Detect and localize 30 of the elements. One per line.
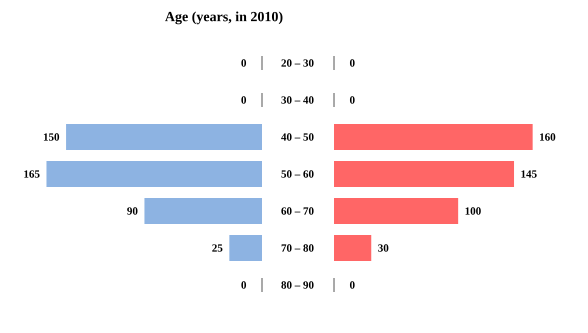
bar [229, 235, 262, 261]
y-tick-label: 50 – 60 [281, 170, 314, 178]
chart-title: Age (years, in 2010) [165, 11, 282, 24]
data-label: 0 [350, 281, 355, 289]
bar [46, 161, 262, 187]
y-tick-label: 20 – 30 [281, 59, 314, 67]
y-tick-label: 60 – 70 [281, 207, 314, 215]
data-label: 150 [44, 133, 60, 141]
data-label: 160 [540, 133, 556, 141]
data-label: 165 [24, 170, 40, 178]
bar [334, 124, 533, 150]
data-label: 25 [212, 244, 222, 252]
bar [334, 198, 458, 224]
data-label: 0 [241, 59, 246, 67]
y-tick-label: 80 – 90 [281, 281, 314, 289]
y-tick-label: 30 – 40 [281, 96, 314, 104]
bar [66, 124, 262, 150]
data-label: 0 [241, 281, 246, 289]
data-label: 0 [350, 96, 355, 104]
data-label: 30 [378, 244, 388, 252]
data-label: 0 [241, 96, 246, 104]
data-label: 145 [521, 170, 537, 178]
y-tick-label: 40 – 50 [281, 133, 314, 141]
bar [334, 235, 372, 261]
data-label: 0 [350, 59, 355, 67]
bar [334, 161, 514, 187]
data-label: 100 [466, 207, 481, 215]
bar [144, 198, 262, 224]
y-tick-label: 70 – 80 [282, 244, 314, 252]
data-label: 90 [127, 207, 138, 215]
